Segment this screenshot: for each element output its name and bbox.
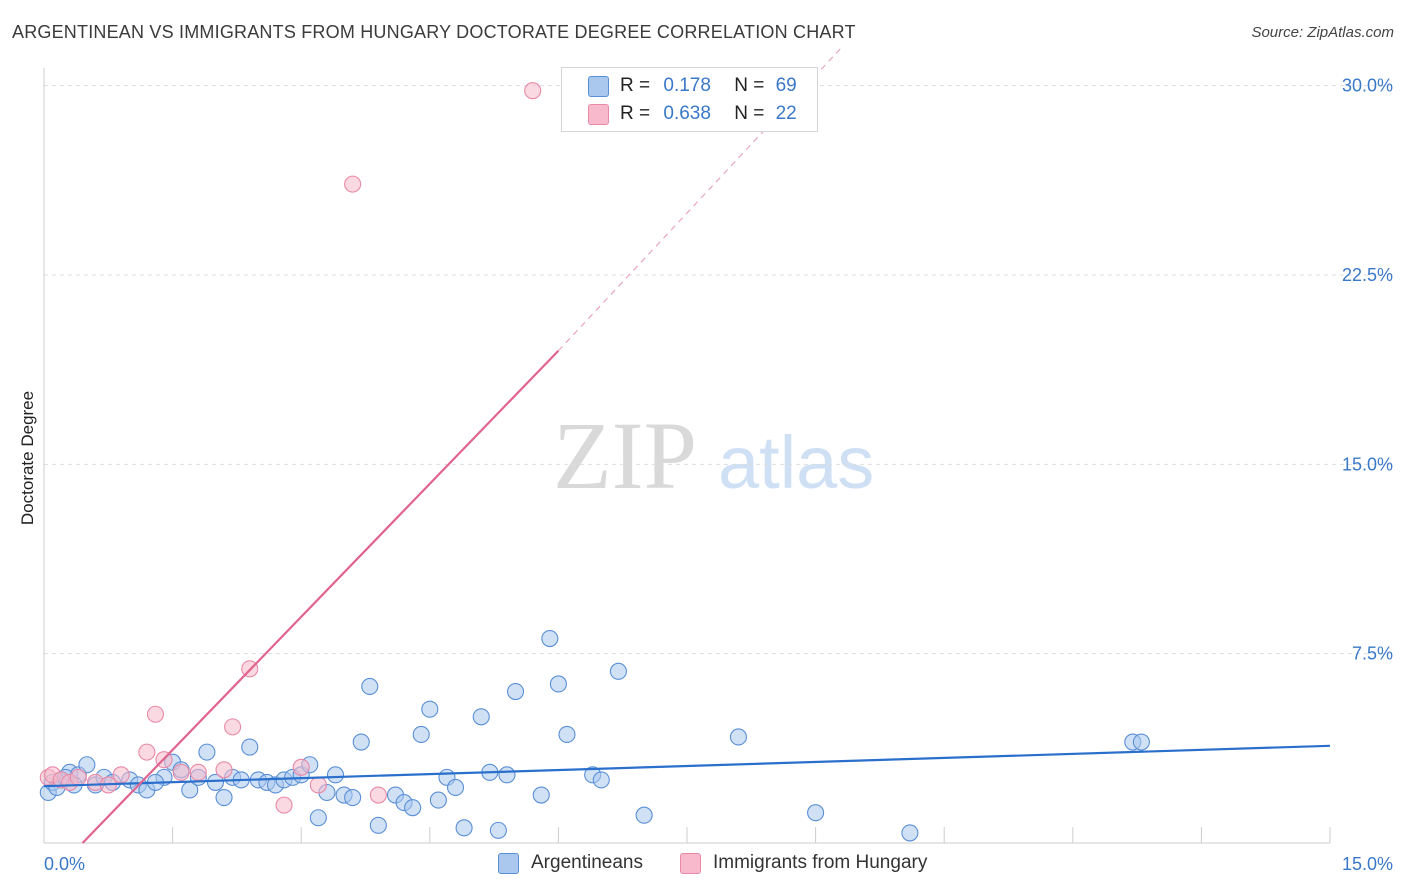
legend-n-value: 22 [775, 103, 797, 124]
argentinean-point [541, 629, 559, 648]
argentinean-point [901, 824, 919, 842]
series-label-hungary: Immigrants from Hungary [713, 852, 928, 873]
correlation-legend: R = 0.178 N = 69 R = 0.638 N = 22 [561, 67, 818, 132]
argentinean-point [446, 778, 465, 797]
argentinean-point [807, 804, 825, 822]
argentinean-point [429, 791, 447, 809]
argentinean-point [215, 789, 233, 807]
series-swatch-blue [498, 852, 519, 874]
legend-n-label: N = [734, 75, 765, 96]
x-tick-label: 15.0% [1342, 854, 1393, 874]
hungary-point [309, 776, 327, 794]
y-tick-label: 15.0% [1342, 454, 1393, 474]
watermark-zip: ZIP [553, 402, 697, 509]
y-tick-label: 22.5% [1342, 265, 1393, 285]
y-tick-label: 30.0% [1342, 76, 1393, 96]
argentinean-point [78, 756, 96, 774]
legend-n-value: 69 [775, 75, 797, 96]
argentinean-point [455, 819, 473, 837]
hungary-point [215, 761, 233, 779]
series-label-argentineans: Argentineans [531, 852, 643, 873]
series-swatch-pink [680, 852, 701, 874]
argentinean-point [421, 700, 439, 718]
tick-labels: 7.5% 15.0% 22.5% 30.0% 0.0% 15.0% [44, 76, 1393, 874]
legend-swatch-blue [588, 76, 609, 97]
argentinean-point [206, 773, 225, 791]
hungary-point [344, 175, 362, 193]
hungary-trend-line [81, 349, 560, 844]
argentinean-point [361, 677, 379, 696]
hungary-point [224, 718, 242, 736]
series-legend-hungary[interactable]: Immigrants from Hungary [680, 852, 927, 874]
hungary-point [369, 786, 387, 804]
argentinean-point [609, 662, 627, 680]
chart-title: ARGENTINEAN VS IMMIGRANTS FROM HUNGARY D… [12, 22, 856, 42]
argentinean-point [369, 816, 387, 834]
argentinean-point [729, 728, 747, 746]
argentinean-point [344, 789, 362, 807]
argentineans-trend-line [43, 744, 1331, 788]
hungary-point [524, 82, 542, 100]
grid [44, 85, 1392, 655]
argentinean-point [558, 725, 576, 743]
argentinean-point [198, 743, 216, 761]
argentinean-point [489, 821, 507, 839]
argentinean-point [326, 766, 345, 784]
legend-swatch-pink [588, 104, 609, 125]
legend-r-label: R = [620, 103, 651, 124]
watermark: ZIP atlas [553, 402, 874, 509]
hungary-point [189, 763, 207, 781]
argentinean-point [1132, 733, 1150, 751]
y-tick-label: 7.5% [1352, 644, 1393, 664]
argentinean-point [635, 806, 653, 824]
source-label: Source: ZipAtlas.com [1251, 24, 1394, 41]
argentinean-point [412, 725, 430, 743]
argentinean-point [472, 708, 490, 726]
hungary-point [275, 796, 293, 814]
legend-r-value: 0.178 [663, 75, 711, 96]
argentinean-point [549, 675, 567, 693]
hungary-points [39, 82, 542, 814]
hungary-point [69, 768, 87, 786]
axes [43, 68, 1331, 844]
legend-r-label: R = [620, 75, 651, 96]
x-tick-label: 0.0% [44, 854, 85, 874]
hungary-point [112, 766, 130, 784]
watermark-atlas: atlas [718, 421, 874, 504]
argentinean-point [404, 799, 422, 817]
argentineans-points [39, 629, 1150, 842]
hungary-point [292, 758, 310, 776]
argentinean-point [532, 786, 550, 804]
argentinean-point [592, 771, 610, 789]
hungary-point [138, 743, 156, 761]
argentinean-point [506, 682, 525, 701]
hungary-point [172, 763, 190, 781]
hungary-point [146, 705, 165, 723]
legend-n-label: N = [734, 103, 765, 124]
legend-r-value: 0.638 [663, 103, 711, 124]
argentinean-point [352, 733, 370, 751]
argentinean-point [498, 766, 516, 784]
argentinean-point [241, 738, 259, 756]
argentinean-point [309, 809, 327, 827]
series-legend-argentineans[interactable]: Argentineans [498, 852, 643, 874]
